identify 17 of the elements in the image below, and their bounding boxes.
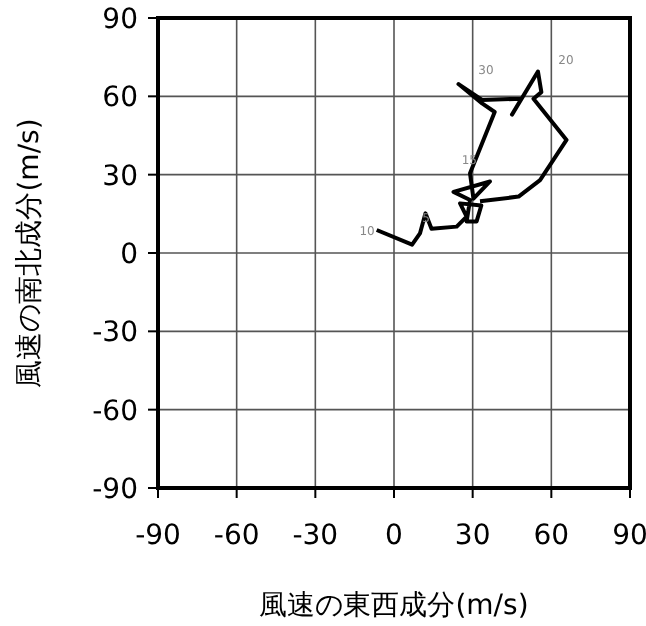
y-tick-label: -60 (92, 395, 138, 428)
x-tick-label: -30 (292, 520, 339, 552)
y-axis-title: 風速の南北成分(m/s) (14, 118, 46, 388)
x-tick-label: 90 (612, 520, 646, 552)
y-tick-label: -90 (92, 474, 138, 506)
x-tick-label: 30 (454, 520, 491, 552)
x-tick-label: 0 (385, 520, 403, 552)
y-tick-label: 90 (102, 4, 138, 36)
y-tick-label: 60 (102, 82, 138, 115)
x-tick-label: 60 (533, 520, 570, 552)
y-tick-label: 0 (120, 239, 138, 271)
y-tick-label: -30 (92, 317, 138, 350)
line-series (374, 69, 569, 247)
y-tick-label: 30 (102, 160, 138, 193)
x-tick-label: -60 (213, 520, 260, 552)
x-axis-title: 風速の東西成分(m/s) (259, 590, 529, 622)
x-tick-label: -90 (135, 520, 181, 552)
